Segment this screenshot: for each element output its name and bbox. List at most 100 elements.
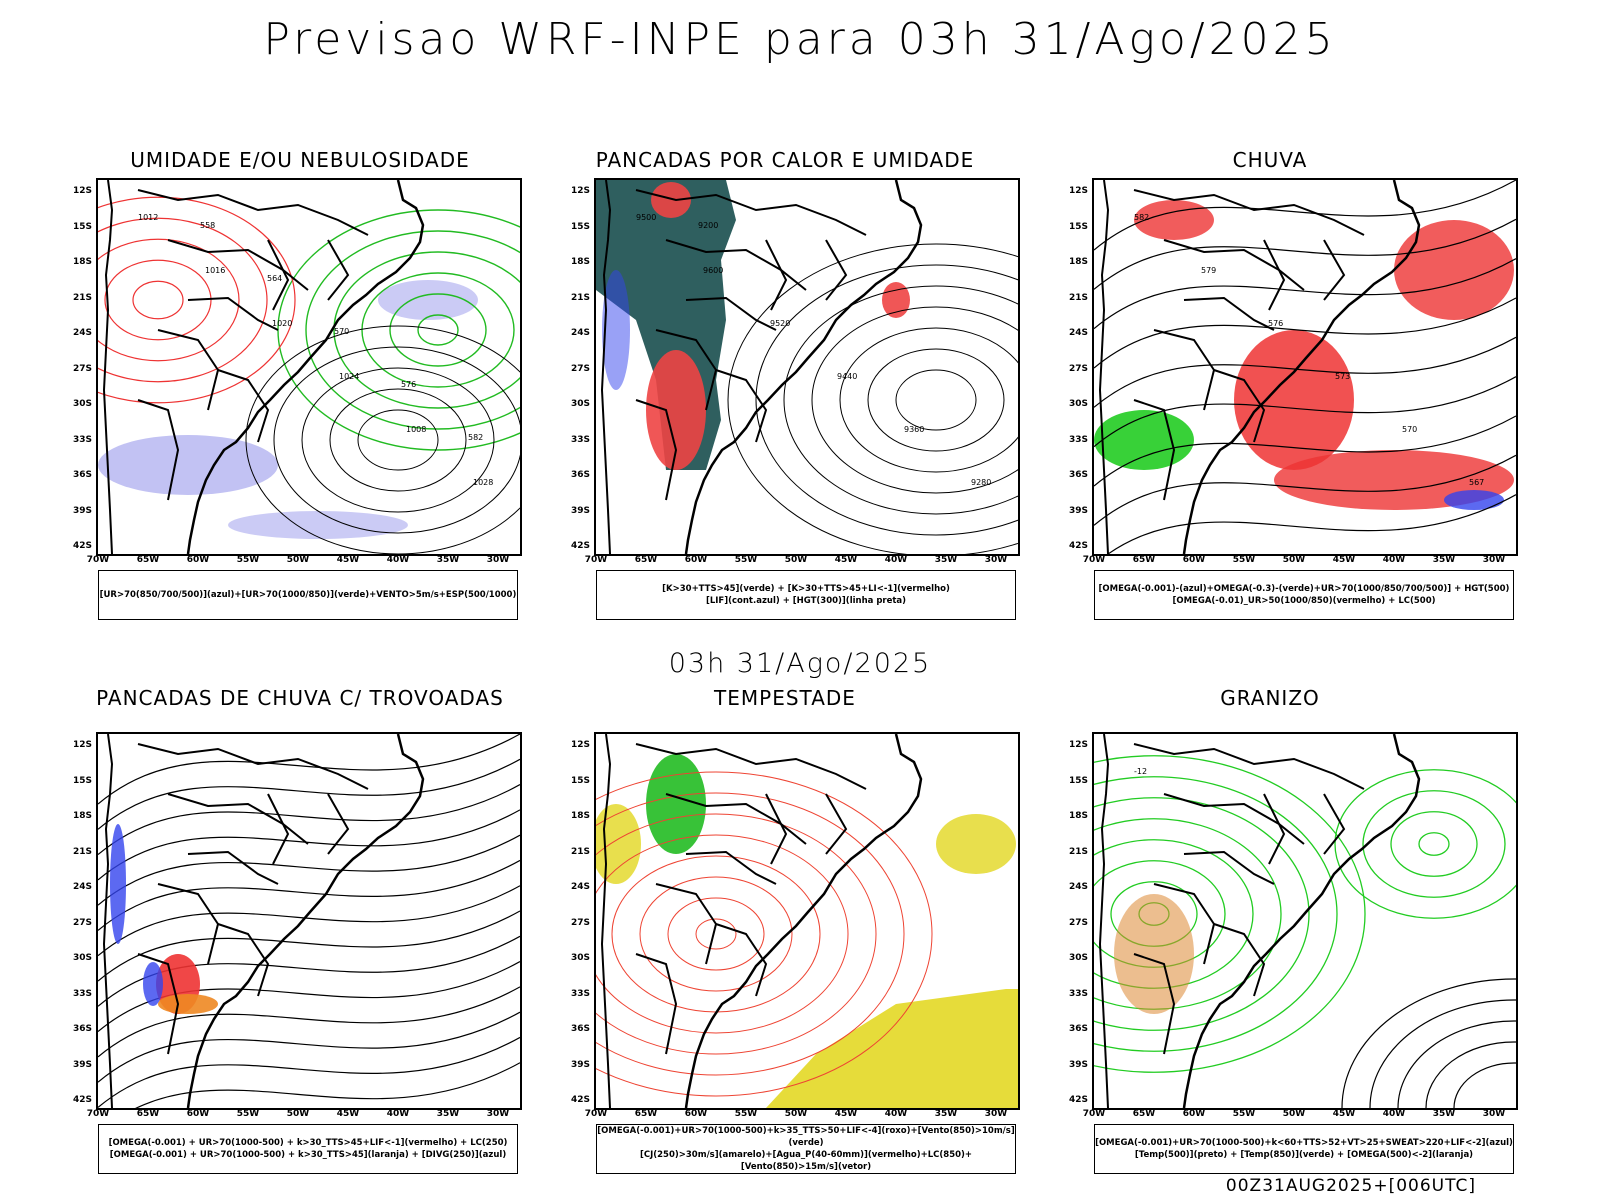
country-border bbox=[1163, 239, 1305, 291]
lat-tick-label: 36S bbox=[72, 1024, 92, 1034]
legend-granizo: [OMEGA(-0.001)+UR>70(1000-500)+k<60+TTS>… bbox=[1094, 1124, 1514, 1174]
lat-tick-label: 27S bbox=[1068, 917, 1088, 928]
rain-area bbox=[1394, 220, 1514, 320]
country-border bbox=[327, 239, 350, 301]
lon-tick-label: 45W bbox=[336, 1109, 360, 1119]
lat-tick-label: 15S bbox=[72, 221, 92, 232]
strong-omega-area bbox=[1094, 410, 1194, 470]
hgt300-contour bbox=[867, 348, 1005, 452]
lon-tick-label: 50W bbox=[286, 1109, 310, 1119]
lat-tick-label: 12S bbox=[570, 740, 590, 750]
country-border bbox=[217, 369, 270, 443]
coastline bbox=[186, 180, 425, 554]
country-border bbox=[1133, 399, 1176, 501]
country-border bbox=[137, 743, 369, 790]
streamline bbox=[98, 734, 520, 805]
lon-tick-label: 40W bbox=[1382, 1109, 1406, 1119]
country-border bbox=[1263, 239, 1286, 311]
lat-tick-label: 36S bbox=[72, 470, 92, 480]
lon-tick-label: 40W bbox=[386, 1109, 410, 1119]
country-border bbox=[765, 239, 788, 311]
lat-tick-label: 33S bbox=[570, 988, 590, 999]
lat-tick-label: 33S bbox=[570, 434, 590, 445]
lat-tick-label: 12S bbox=[72, 740, 92, 750]
lat-tick-label: 27S bbox=[570, 917, 590, 928]
omega-area bbox=[1114, 894, 1194, 1014]
coastline bbox=[684, 180, 923, 554]
contour-label: 564 bbox=[267, 274, 282, 283]
hgt300-contour bbox=[727, 243, 1018, 554]
lat-tick-label: 18S bbox=[1068, 257, 1088, 267]
lon-tick-label: 35W bbox=[1432, 555, 1456, 565]
country-border bbox=[1133, 189, 1365, 236]
lon-tick-label: 35W bbox=[1432, 1109, 1456, 1119]
streamline bbox=[1094, 297, 1516, 369]
strong-instability-area bbox=[651, 182, 691, 218]
lon-tick-label: 35W bbox=[436, 1109, 460, 1119]
country-border bbox=[635, 743, 867, 790]
lon-tick-label: 60W bbox=[684, 1109, 708, 1119]
panel-title-chuva: CHUVA bbox=[1232, 148, 1308, 172]
lon-tick-label: 30W bbox=[486, 555, 510, 565]
lat-tick-label: 21S bbox=[72, 846, 92, 857]
lat-axis: 12S 15S 18S 21S 24S 27S 30S 33S 36S 39S 42S bbox=[64, 732, 94, 1106]
panel-title-pancadas-calor: PANCADAS POR CALOR E UMIDADE bbox=[595, 148, 975, 172]
country-border bbox=[825, 793, 848, 855]
streamline bbox=[1094, 218, 1516, 290]
lon-tick-label: 55W bbox=[734, 555, 758, 565]
map-canvas: 1012 1016 1020 1024 1008 1028 558 564 570 576 582 bbox=[98, 180, 520, 554]
legend-line: [UR>70(850/700/500)](azul)+[UR>70(1000/8… bbox=[99, 590, 517, 600]
legend-line: [CJ(250)>30m/s](amarelo)+[Agua_P(40-60mm… bbox=[639, 1150, 973, 1172]
country-border bbox=[665, 793, 807, 845]
pressure-contour bbox=[273, 346, 520, 534]
lat-tick-label: 33S bbox=[72, 434, 92, 445]
streamline bbox=[1094, 376, 1516, 448]
lon-tick-label: 50W bbox=[286, 555, 310, 565]
lat-tick-label: 24S bbox=[72, 882, 92, 892]
lon-tick-label: 30W bbox=[984, 555, 1008, 565]
panel-title-umidade: UMIDADE E/OU NEBULOSIDADE bbox=[130, 148, 470, 172]
country-border bbox=[137, 189, 369, 236]
map-tempestade bbox=[594, 732, 1020, 1110]
country-border bbox=[1183, 296, 1275, 331]
temp850-contour bbox=[1334, 769, 1516, 919]
country-border bbox=[167, 793, 309, 845]
panel-title-tempestade: TEMPESTADE bbox=[714, 686, 856, 710]
thickness-contour bbox=[98, 196, 296, 404]
strong-instability-area bbox=[646, 350, 706, 470]
country-border bbox=[635, 953, 678, 1055]
lon-tick-label: 55W bbox=[1232, 555, 1256, 565]
lon-tick-label: 65W bbox=[136, 555, 160, 565]
legend-line: [OMEGA(-0.001)-(azul)+OMEGA(-0.3)-(verde… bbox=[1098, 584, 1510, 594]
lon-tick-label: 30W bbox=[984, 1109, 1008, 1119]
lon-tick-label: 70W bbox=[86, 555, 110, 565]
lon-tick-label: 45W bbox=[1332, 1109, 1356, 1119]
coastline bbox=[102, 734, 114, 1108]
legend-line: [Temp(500)](preto) + [Temp(850)](verde) … bbox=[1134, 1150, 1474, 1160]
lat-tick-label: 21S bbox=[1068, 292, 1088, 303]
lon-tick-label: 60W bbox=[186, 1109, 210, 1119]
lat-tick-label: 18S bbox=[72, 811, 92, 821]
lon-tick-label: 50W bbox=[784, 555, 808, 565]
streamline bbox=[98, 834, 520, 906]
pressure-contour bbox=[245, 325, 520, 554]
lat-tick-label: 39S bbox=[1068, 1059, 1088, 1070]
humidity-area bbox=[98, 435, 278, 495]
contour-label: 9600 bbox=[703, 266, 723, 275]
contour-label: 579 bbox=[1201, 266, 1216, 275]
country-border bbox=[825, 239, 848, 301]
rain-area bbox=[1134, 200, 1214, 240]
panel-title-granizo: GRANIZO bbox=[1220, 686, 1320, 710]
lat-tick-label: 27S bbox=[570, 363, 590, 374]
lat-tick-label: 39S bbox=[72, 1059, 92, 1070]
lon-tick-label: 45W bbox=[1332, 555, 1356, 565]
contour-label: 576 bbox=[1268, 319, 1283, 328]
lat-tick-label: 21S bbox=[570, 292, 590, 303]
lon-tick-label: 65W bbox=[1132, 555, 1156, 565]
jet-stream-area bbox=[596, 804, 641, 884]
divergence-area bbox=[143, 962, 163, 1006]
map-pancadas-calor: 9500 9600 9520 9440 9360 9280 9200 bbox=[594, 178, 1020, 556]
lat-tick-label: 27S bbox=[1068, 363, 1088, 374]
country-border bbox=[1183, 850, 1275, 885]
country-border bbox=[1213, 369, 1266, 443]
